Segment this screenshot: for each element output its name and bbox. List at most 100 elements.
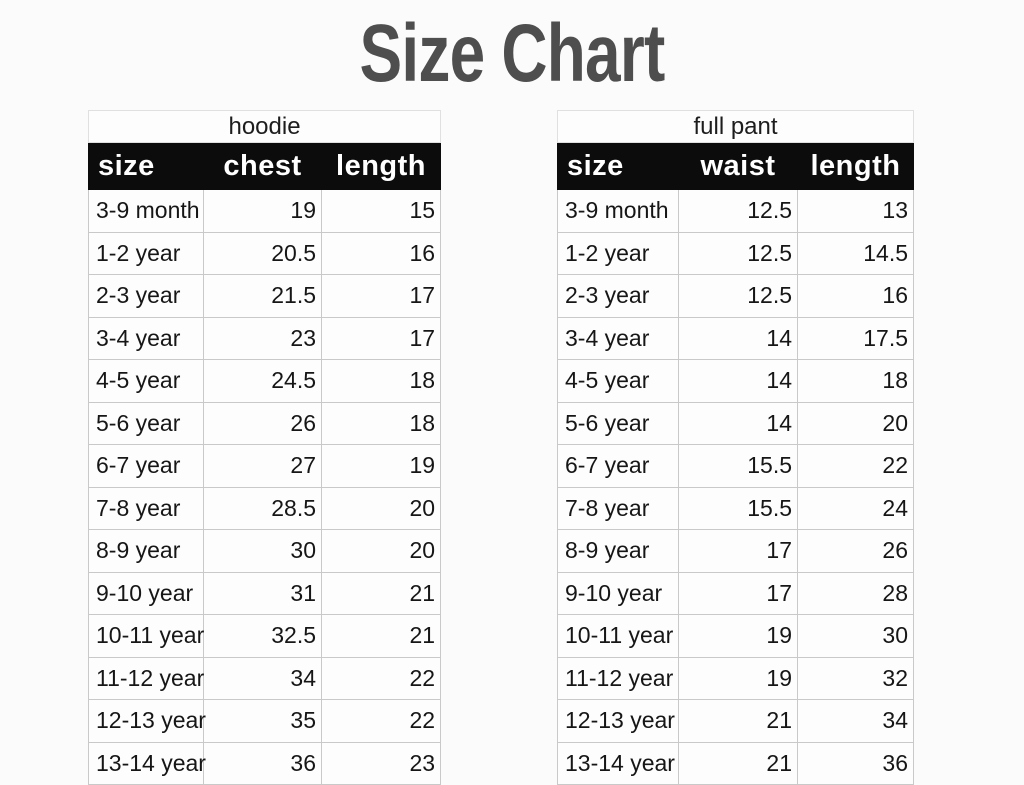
measurement-cell: 12.5 xyxy=(678,231,798,275)
measurement-cell: 27 xyxy=(203,444,322,488)
measurement-cell: 31 xyxy=(203,571,322,615)
table-row: 13-14 year 36 23 xyxy=(88,741,442,785)
measurement-cell: 17 xyxy=(320,316,442,360)
measurement-cell: 28 xyxy=(796,571,915,615)
size-cell: 7-8 year xyxy=(88,486,204,530)
table-row: 9-10 year 31 21 xyxy=(88,571,442,615)
measurement-cell: 34 xyxy=(796,699,915,743)
measurement-cell: 19 xyxy=(678,614,798,658)
table-row: 4-5 year 14 18 xyxy=(557,359,915,403)
table-row: 9-10 year 17 28 xyxy=(557,571,915,615)
size-cell: 10-11 year xyxy=(88,614,204,658)
full-pant-size-table: full pant size waist length 3-9 month 12.5 13 1… xyxy=(556,110,915,785)
measurement-cell: 15 xyxy=(320,189,442,233)
table-row: 6-7 year 27 19 xyxy=(88,444,442,488)
measurement-cell: 32.5 xyxy=(203,614,322,658)
measurement-cell: 24 xyxy=(796,486,915,530)
measurement-cell: 13 xyxy=(796,189,915,233)
measurement-cell: 14 xyxy=(678,359,798,403)
measurement-cell: 21.5 xyxy=(203,274,322,318)
table-row: 10-11 year 32.5 21 xyxy=(88,614,442,658)
measurement-cell: 17 xyxy=(678,571,798,615)
size-cell: 12-13 year xyxy=(88,699,206,743)
measurement-cell: 28.5 xyxy=(203,486,322,530)
size-cell: 9-10 year xyxy=(88,571,204,615)
table-row: 3-9 month 19 15 xyxy=(88,189,442,233)
table-row: 11-12 year 19 32 xyxy=(557,656,915,700)
table-row: 12-13 year 21 34 xyxy=(557,699,915,743)
measurement-cell: 26 xyxy=(203,401,322,445)
table-row: 1-2 year 12.5 14.5 xyxy=(557,231,915,275)
table-row: 2-3 year 21.5 17 xyxy=(88,274,442,318)
table-row: 6-7 year 15.5 22 xyxy=(557,444,915,488)
size-cell: 13-14 year xyxy=(557,741,679,785)
measurement-cell: 21 xyxy=(320,614,442,658)
measurement-cell: 36 xyxy=(796,741,915,785)
measurement-cell: 30 xyxy=(796,614,915,658)
table-row: 5-6 year 26 18 xyxy=(88,401,442,445)
measurement-cell: 12.5 xyxy=(678,189,798,233)
size-cell: 5-6 year xyxy=(88,401,204,445)
size-cell: 6-7 year xyxy=(88,444,204,488)
measurement-cell: 22 xyxy=(796,444,915,488)
measurement-cell: 17.5 xyxy=(796,316,915,360)
page-title: Size Chart xyxy=(359,8,666,99)
measurement-cell: 34 xyxy=(203,656,322,700)
table-row: 3-4 year 14 17.5 xyxy=(557,316,915,360)
table-row: 1-2 year 20.5 16 xyxy=(88,231,442,275)
table-row: 2-3 year 12.5 16 xyxy=(557,274,915,318)
table-row: 3-9 month 12.5 13 xyxy=(557,189,915,233)
measurement-cell: 20.5 xyxy=(203,231,322,275)
measurement-cell: 18 xyxy=(796,359,915,403)
table-title: full pant xyxy=(556,110,915,143)
table-caption-row: full pant xyxy=(556,110,915,143)
size-cell: 8-9 year xyxy=(88,529,204,573)
size-cell: 3-9 month xyxy=(557,189,679,233)
measurement-cell: 17 xyxy=(678,529,798,573)
column-header-length: length xyxy=(796,142,915,190)
measurement-cell: 16 xyxy=(320,231,442,275)
measurement-cell: 23 xyxy=(203,316,322,360)
measurement-cell: 24.5 xyxy=(203,359,322,403)
measurement-cell: 16 xyxy=(796,274,915,318)
size-cell: 2-3 year xyxy=(557,274,679,318)
measurement-cell: 23 xyxy=(320,741,442,785)
measurement-cell: 22 xyxy=(320,656,442,700)
table-header-row: size chest length xyxy=(88,142,442,190)
measurement-cell: 18 xyxy=(320,401,442,445)
hoodie-size-table: hoodie size chest length 3-9 month 19 15 1-2 ye… xyxy=(87,110,442,785)
measurement-cell: 14 xyxy=(678,401,798,445)
column-header-size: size xyxy=(88,142,204,190)
table-row: 12-13 year 35 22 xyxy=(88,699,442,743)
measurement-cell: 15.5 xyxy=(678,486,798,530)
table-row: 7-8 year 28.5 20 xyxy=(88,486,442,530)
size-cell: 8-9 year xyxy=(557,529,679,573)
table-caption-row: hoodie xyxy=(87,110,442,143)
measurement-cell: 19 xyxy=(678,656,798,700)
table-row: 11-12 year 34 22 xyxy=(88,656,442,700)
measurement-cell: 19 xyxy=(203,189,322,233)
size-cell: 12-13 year xyxy=(557,699,679,743)
size-cell: 11-12 year xyxy=(88,656,204,700)
size-cell: 1-2 year xyxy=(88,231,204,275)
measurement-cell: 20 xyxy=(796,401,915,445)
measurement-cell: 21 xyxy=(320,571,442,615)
measurement-cell: 18 xyxy=(320,359,442,403)
measurement-cell: 36 xyxy=(203,741,322,785)
measurement-cell: 17 xyxy=(320,274,442,318)
size-cell: 13-14 year xyxy=(88,741,206,785)
column-header-size: size xyxy=(557,142,679,190)
table-header-row: size waist length xyxy=(557,142,915,190)
table-row: 8-9 year 30 20 xyxy=(88,529,442,573)
measurement-cell: 32 xyxy=(796,656,915,700)
measurement-cell: 35 xyxy=(203,699,322,743)
table-row: 13-14 year 21 36 xyxy=(557,741,915,785)
size-cell: 4-5 year xyxy=(88,359,204,403)
measurement-cell: 19 xyxy=(320,444,442,488)
table-row: 7-8 year 15.5 24 xyxy=(557,486,915,530)
column-header-length: length xyxy=(320,142,442,190)
measurement-cell: 30 xyxy=(203,529,322,573)
measurement-cell: 14.5 xyxy=(796,231,915,275)
measurement-cell: 22 xyxy=(320,699,442,743)
size-cell: 5-6 year xyxy=(557,401,679,445)
